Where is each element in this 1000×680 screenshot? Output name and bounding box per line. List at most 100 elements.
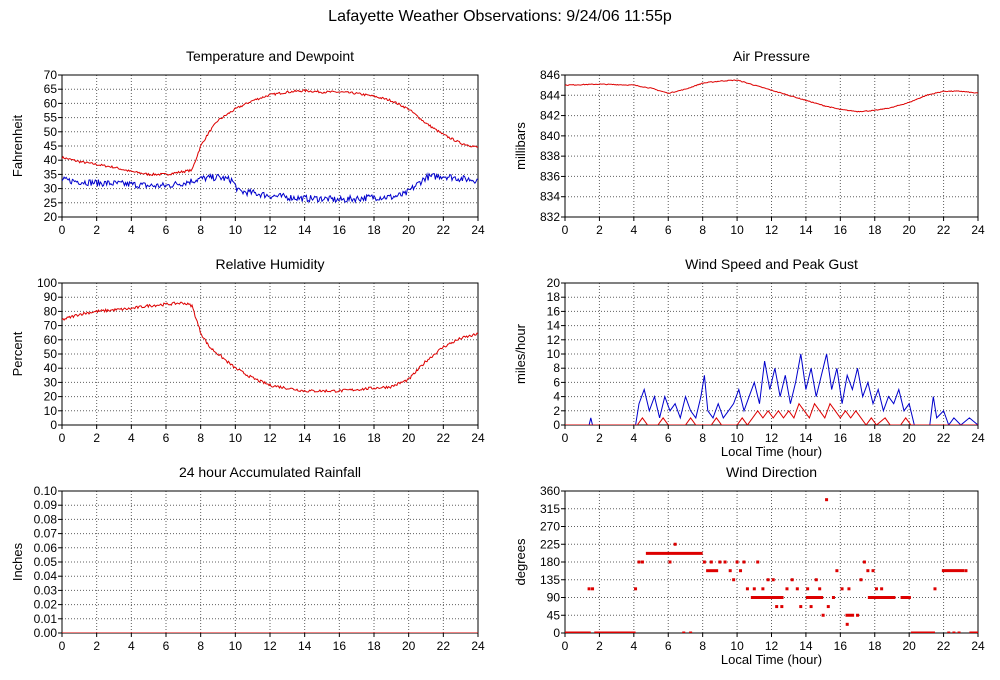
x-tick-label: 18 (868, 431, 882, 445)
y-tick-label: 35 (44, 167, 58, 181)
y-tick-label: 50 (44, 347, 58, 361)
series-line-0 (62, 301, 478, 394)
x-tick-label: 22 (437, 223, 451, 237)
x-tick-label: 2 (596, 431, 603, 445)
x-tick-label: 24 (971, 223, 985, 237)
x-tick-label: 2 (596, 639, 603, 653)
y-tick-label: 836 (540, 169, 560, 183)
x-tick-label: 16 (834, 223, 848, 237)
x-tick-label: 16 (834, 431, 848, 445)
chart-title: Wind Direction (726, 464, 817, 480)
direction-point (809, 605, 813, 609)
y-tick-label: 90 (547, 591, 561, 605)
y-tick-label: 8 (553, 361, 560, 375)
x-tick-label: 22 (437, 431, 451, 445)
direction-point (859, 578, 863, 582)
x-tick-label: 2 (93, 639, 100, 653)
direction-point (799, 605, 803, 609)
x-tick-label: 18 (367, 639, 381, 653)
x-tick-label: 10 (730, 431, 744, 445)
y-tick-label: 0 (553, 626, 560, 640)
x-tick-label: 4 (630, 223, 637, 237)
direction-point (640, 560, 644, 564)
x-tick-label: 14 (298, 639, 312, 653)
x-tick-label: 0 (562, 223, 569, 237)
chart-title: Air Pressure (733, 48, 810, 64)
y-tick-label: 60 (44, 333, 58, 347)
x-tick-label: 8 (197, 639, 204, 653)
x-tick-label: 0 (562, 639, 569, 653)
y-tick-label: 0.02 (34, 598, 58, 612)
y-axis-label: Percent (10, 331, 25, 376)
direction-point (735, 560, 739, 564)
x-tick-label: 6 (163, 431, 170, 445)
x-tick-label: 0 (562, 431, 569, 445)
x-axis-label: Local Time (hour) (721, 652, 822, 667)
direction-point (591, 587, 595, 591)
y-tick-label: 30 (44, 375, 58, 389)
direction-point (835, 569, 839, 573)
direction-point (587, 587, 591, 591)
y-tick-label: 14 (547, 319, 561, 333)
x-tick-label: 6 (163, 223, 170, 237)
x-tick-label: 2 (93, 431, 100, 445)
x-tick-label: 22 (937, 431, 951, 445)
y-axis-label: miles/hour (513, 323, 528, 384)
y-tick-label: 0.09 (34, 498, 58, 512)
direction-point (673, 542, 677, 546)
x-axis-label: Local Time (hour) (721, 444, 822, 459)
y-tick-label: 4 (553, 390, 560, 404)
x-tick-label: 12 (263, 639, 277, 653)
direction-point (766, 578, 770, 582)
x-tick-label: 8 (197, 431, 204, 445)
x-tick-label: 24 (971, 431, 985, 445)
y-tick-label: 0.03 (34, 583, 58, 597)
y-tick-label: 135 (540, 573, 560, 587)
y-tick-label: 315 (540, 502, 560, 516)
x-tick-label: 2 (596, 223, 603, 237)
y-tick-label: 225 (540, 537, 560, 551)
y-tick-label: 0.07 (34, 527, 58, 541)
x-tick-label: 0 (59, 639, 66, 653)
direction-point (957, 631, 961, 633)
plot-area (62, 301, 478, 394)
chart-title: 24 hour Accumulated Rainfall (179, 464, 361, 480)
direction-point (806, 587, 810, 591)
y-tick-label: 20 (44, 210, 58, 224)
plot-area (565, 353, 978, 425)
y-tick-label: 40 (44, 153, 58, 167)
direction-point (745, 587, 749, 591)
direction-point (723, 560, 727, 564)
y-tick-label: 180 (540, 555, 560, 569)
x-tick-label: 16 (333, 639, 347, 653)
direction-point (933, 587, 937, 591)
plot-frame (61, 282, 479, 426)
x-tick-label: 10 (229, 639, 243, 653)
direction-point (780, 605, 784, 609)
direction-point (739, 569, 743, 573)
series-line-0 (62, 88, 478, 177)
plot-frame (564, 282, 979, 426)
y-tick-label: 846 (540, 68, 560, 82)
x-tick-label: 22 (437, 639, 451, 653)
x-tick-label: 12 (765, 639, 779, 653)
x-tick-label: 6 (163, 639, 170, 653)
y-tick-label: 0.10 (34, 484, 58, 498)
direction-point (866, 569, 870, 573)
y-tick-label: 45 (547, 608, 561, 622)
y-tick-label: 834 (540, 190, 560, 204)
x-tick-label: 14 (799, 639, 813, 653)
y-tick-label: 55 (44, 111, 58, 125)
direction-point (847, 587, 851, 591)
y-tick-label: 12 (547, 333, 561, 347)
y-tick-label: 50 (44, 125, 58, 139)
y-tick-label: 18 (547, 290, 561, 304)
x-tick-label: 10 (229, 431, 243, 445)
plot-frame (61, 74, 479, 218)
direction-point (785, 587, 789, 591)
y-tick-label: 10 (44, 404, 58, 418)
y-tick-label: 90 (44, 290, 58, 304)
direction-point (947, 631, 951, 633)
y-tick-label: 270 (540, 520, 560, 534)
